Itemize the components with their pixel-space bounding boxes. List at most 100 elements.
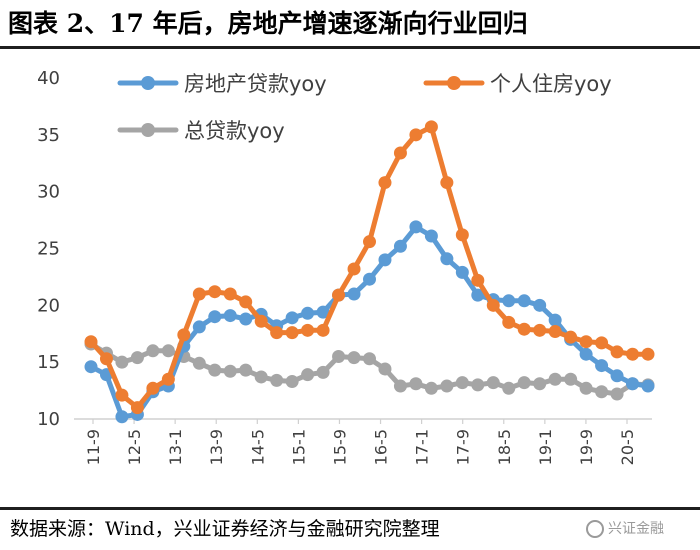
x-tick-label: 13-9 (207, 429, 226, 465)
legend-item: 房地产贷款yoy (117, 72, 327, 96)
data-point (517, 294, 531, 308)
data-point (285, 326, 299, 340)
data-point (455, 376, 469, 390)
data-point (347, 287, 361, 301)
wechat-logo-icon (586, 520, 604, 538)
legend-swatch-marker (141, 76, 155, 90)
series-1 (84, 120, 655, 415)
x-tick-label: 15-1 (289, 429, 308, 465)
source-note: 数据来源：Wind，兴业证券经济与金融研究院整理 (10, 518, 440, 540)
data-point (239, 295, 253, 309)
x-tick-label: 20-5 (618, 429, 637, 465)
data-point (285, 374, 299, 388)
data-point (486, 298, 500, 312)
data-point (533, 377, 547, 391)
data-point (208, 310, 222, 324)
data-point (440, 176, 454, 190)
data-point (316, 305, 330, 319)
data-point (192, 287, 206, 301)
data-point (177, 328, 191, 342)
x-tick-label: 17-9 (454, 429, 473, 465)
data-point (486, 376, 500, 390)
x-tick-label: 16-5 (372, 429, 391, 465)
x-tick-label: 14-5 (248, 429, 267, 465)
data-point (517, 376, 531, 390)
data-point (208, 363, 222, 377)
chart-title: 图表 2、17 年后，房地产增速逐渐向行业回归 (8, 9, 528, 38)
data-point (502, 381, 516, 395)
source-rule (0, 507, 700, 510)
data-point (455, 228, 469, 242)
data-point (301, 306, 315, 320)
data-point (130, 351, 144, 365)
x-axis: 11-9 12-5 13-1 13-9 14-5 15-1 15-9 16-5 17-1 17-9… (74, 418, 652, 465)
data-point (626, 377, 640, 391)
legend-item: 个人住房yoy (423, 72, 612, 96)
data-point (595, 336, 609, 350)
data-point (301, 368, 315, 382)
data-point (378, 253, 392, 267)
data-point (146, 381, 160, 395)
data-point (409, 377, 423, 391)
data-point (347, 351, 361, 365)
data-point (393, 146, 407, 160)
data-point (363, 352, 376, 366)
data-point (115, 410, 129, 424)
data-point (626, 347, 640, 361)
legend-label: 总贷款yoy (184, 119, 285, 143)
data-point (223, 364, 237, 378)
data-point (641, 347, 655, 361)
data-point (409, 128, 423, 142)
data-point (161, 344, 175, 358)
data-point (471, 378, 485, 392)
series-layer (84, 120, 655, 424)
data-point (254, 314, 268, 328)
series-line (88, 224, 651, 420)
data-point (579, 335, 593, 349)
data-point (424, 229, 438, 243)
data-point (239, 312, 253, 326)
data-point (548, 313, 562, 327)
x-tick-label: 12-5 (125, 429, 144, 465)
data-point (270, 326, 284, 340)
data-point (548, 324, 562, 338)
y-axis: 10 15 20 25 30 35 40 (37, 68, 60, 430)
data-point (393, 239, 407, 253)
data-point (301, 323, 315, 337)
data-point (393, 379, 407, 393)
data-point (378, 362, 392, 376)
legend-swatch-marker (141, 123, 155, 137)
x-tick-label: 17-1 (413, 429, 432, 465)
data-point (99, 352, 113, 366)
data-point (533, 323, 547, 337)
data-point (316, 365, 330, 379)
data-point (517, 322, 531, 336)
watermark: 兴证金融 (586, 517, 664, 541)
y-tick-label: 15 (37, 352, 60, 373)
data-point (84, 360, 98, 374)
series-2 (84, 337, 655, 401)
legend-label: 个人住房yoy (490, 72, 612, 96)
legend-swatch-marker (447, 76, 461, 90)
legend: 房地产贷款yoy 个人住房yoy 总贷款yoy (117, 72, 612, 143)
data-point (502, 315, 516, 329)
data-point (471, 288, 485, 302)
legend-label: 房地产贷款yoy (184, 72, 327, 96)
data-point (223, 287, 237, 301)
data-point (424, 381, 438, 395)
data-point (115, 355, 129, 369)
data-point (533, 298, 547, 312)
data-point (564, 330, 578, 344)
watermark-text: 兴证金融 (608, 521, 664, 537)
data-point (254, 370, 268, 384)
data-point (363, 272, 376, 286)
legend-item: 总贷款yoy (117, 119, 285, 143)
data-point (440, 379, 454, 393)
data-point (595, 385, 609, 399)
data-point (285, 311, 299, 325)
data-point (610, 369, 624, 383)
data-point (84, 335, 98, 349)
data-point (610, 345, 624, 359)
data-point (455, 265, 469, 279)
